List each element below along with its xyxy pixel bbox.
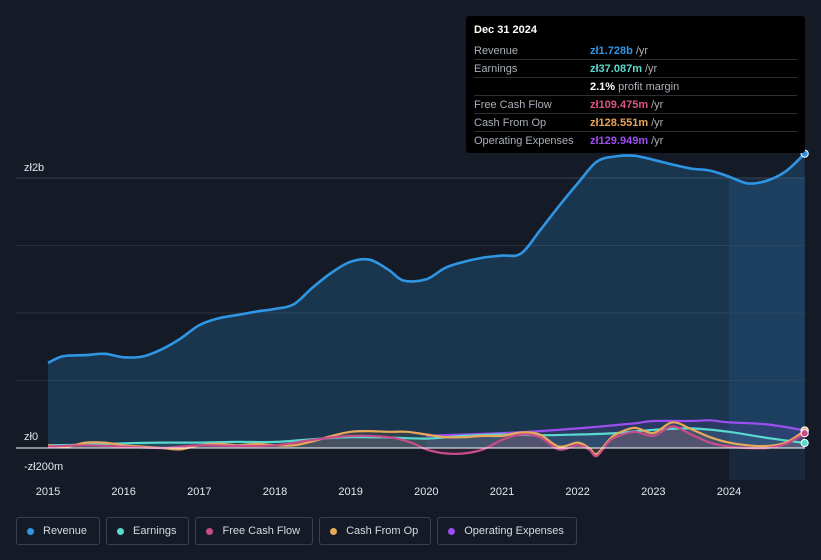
- legend-item-cash-from-op[interactable]: Cash From Op: [319, 517, 432, 545]
- series-lines: [47, 152, 806, 458]
- free-cash-flow-line: [47, 425, 806, 458]
- x-tick-label: 2019: [338, 486, 362, 498]
- tooltip-row-label: Earnings: [474, 62, 518, 75]
- legend-dot-icon: [27, 527, 34, 535]
- tooltip-date: Dec 31 2024: [474, 24, 537, 36]
- legend-item-earnings[interactable]: Earnings: [106, 517, 190, 545]
- x-tick-label: 2015: [36, 486, 60, 498]
- tooltip-row-unit: /yr: [635, 44, 649, 57]
- legend-dot-icon: [206, 527, 214, 535]
- x-tick-label: 2024: [717, 486, 741, 498]
- tooltip-row-label: Cash From Op: [474, 116, 547, 129]
- y-tick-label-top: zł2b: [24, 162, 44, 174]
- revenue-line: [47, 152, 806, 365]
- legend-dot-icon: [330, 527, 338, 535]
- x-tick-label: 2017: [187, 486, 211, 498]
- tooltip-row-value: zł37.087m: [590, 62, 642, 75]
- tooltip-panel: Dec 31 2024 Revenue zł1.728b/yr Earnings zł…: [466, 16, 805, 153]
- y-tick-label-zero: zł0: [24, 431, 38, 443]
- operating-expenses-line: [426, 419, 805, 437]
- x-tick-label: 2020: [414, 486, 438, 498]
- legend-label: Cash From Op: [346, 525, 419, 537]
- tooltip-row: Cash From Op zł128.551m/yr: [474, 113, 797, 131]
- forecast-region: [729, 178, 805, 480]
- tooltip-row-label: Revenue: [474, 44, 519, 57]
- tooltip-row-value: zł128.551m: [590, 116, 649, 129]
- x-axis-labels: 2015 2016 2017 2018 2019 2020 2021 2022 2023 2024: [36, 486, 741, 498]
- legend-item-revenue[interactable]: Revenue: [16, 517, 101, 545]
- tooltip-row-unit: /yr: [651, 134, 664, 147]
- tooltip-row-value: zł129.949m: [590, 134, 649, 147]
- free-cash-flow-endpoint-marker: [800, 429, 809, 438]
- tooltip-row-unit: /yr: [644, 62, 658, 75]
- legend-item-free-cash-flow[interactable]: Free Cash Flow: [195, 517, 314, 545]
- tooltip-row-value: 2.1%: [590, 80, 616, 93]
- tooltip-row: Earnings zł37.087m/yr: [474, 59, 797, 77]
- x-tick-label: 2021: [490, 486, 514, 498]
- legend-label: Free Cash Flow: [222, 525, 301, 537]
- free-cash-flow-area: [48, 426, 805, 457]
- legend-dot-icon: [117, 527, 125, 535]
- gridlines: [16, 177, 805, 381]
- earnings-endpoint-marker: [800, 438, 809, 448]
- legend-label: Revenue: [43, 525, 88, 537]
- tooltip-row: Operating Expenses zł129.949m/yr: [474, 131, 797, 149]
- revenue-area: [48, 153, 805, 448]
- y-axis-labels: zł2b zł0 -zł200m: [24, 162, 63, 473]
- cash-from-op-line: [47, 421, 806, 456]
- endpoint-markers: [800, 149, 809, 448]
- tooltip-row-unit: profit margin: [618, 80, 680, 93]
- tooltip-row: Free Cash Flow zł109.475m/yr: [474, 95, 797, 113]
- x-tick-label: 2023: [641, 486, 665, 498]
- tooltip-row-value: zł1.728b: [590, 44, 633, 57]
- tooltip-row: 2.1% profit margin: [474, 77, 797, 95]
- x-tick-label: 2018: [263, 486, 287, 498]
- tooltip-row-value: zł109.475m: [590, 98, 649, 111]
- legend: Revenue Earnings Free Cash Flow Cash From O…: [16, 517, 577, 545]
- legend-dot-icon: [448, 527, 456, 535]
- x-tick-label: 2016: [111, 486, 135, 498]
- tooltip-row: Revenue zł1.728b/yr: [474, 42, 797, 59]
- tooltip-row-unit: /yr: [651, 98, 664, 111]
- series-areas: [48, 153, 805, 457]
- y-tick-label-bottom: -zł200m: [24, 461, 63, 473]
- tooltip-row-unit: /yr: [651, 116, 664, 129]
- legend-item-operating-expenses[interactable]: Operating Expenses: [437, 517, 577, 545]
- legend-label: Operating Expenses: [464, 525, 564, 537]
- x-tick-label: 2022: [565, 486, 589, 498]
- legend-label: Earnings: [133, 525, 177, 537]
- tooltip-row-label: Operating Expenses: [474, 134, 574, 147]
- tooltip-row-label: Free Cash Flow: [474, 98, 552, 111]
